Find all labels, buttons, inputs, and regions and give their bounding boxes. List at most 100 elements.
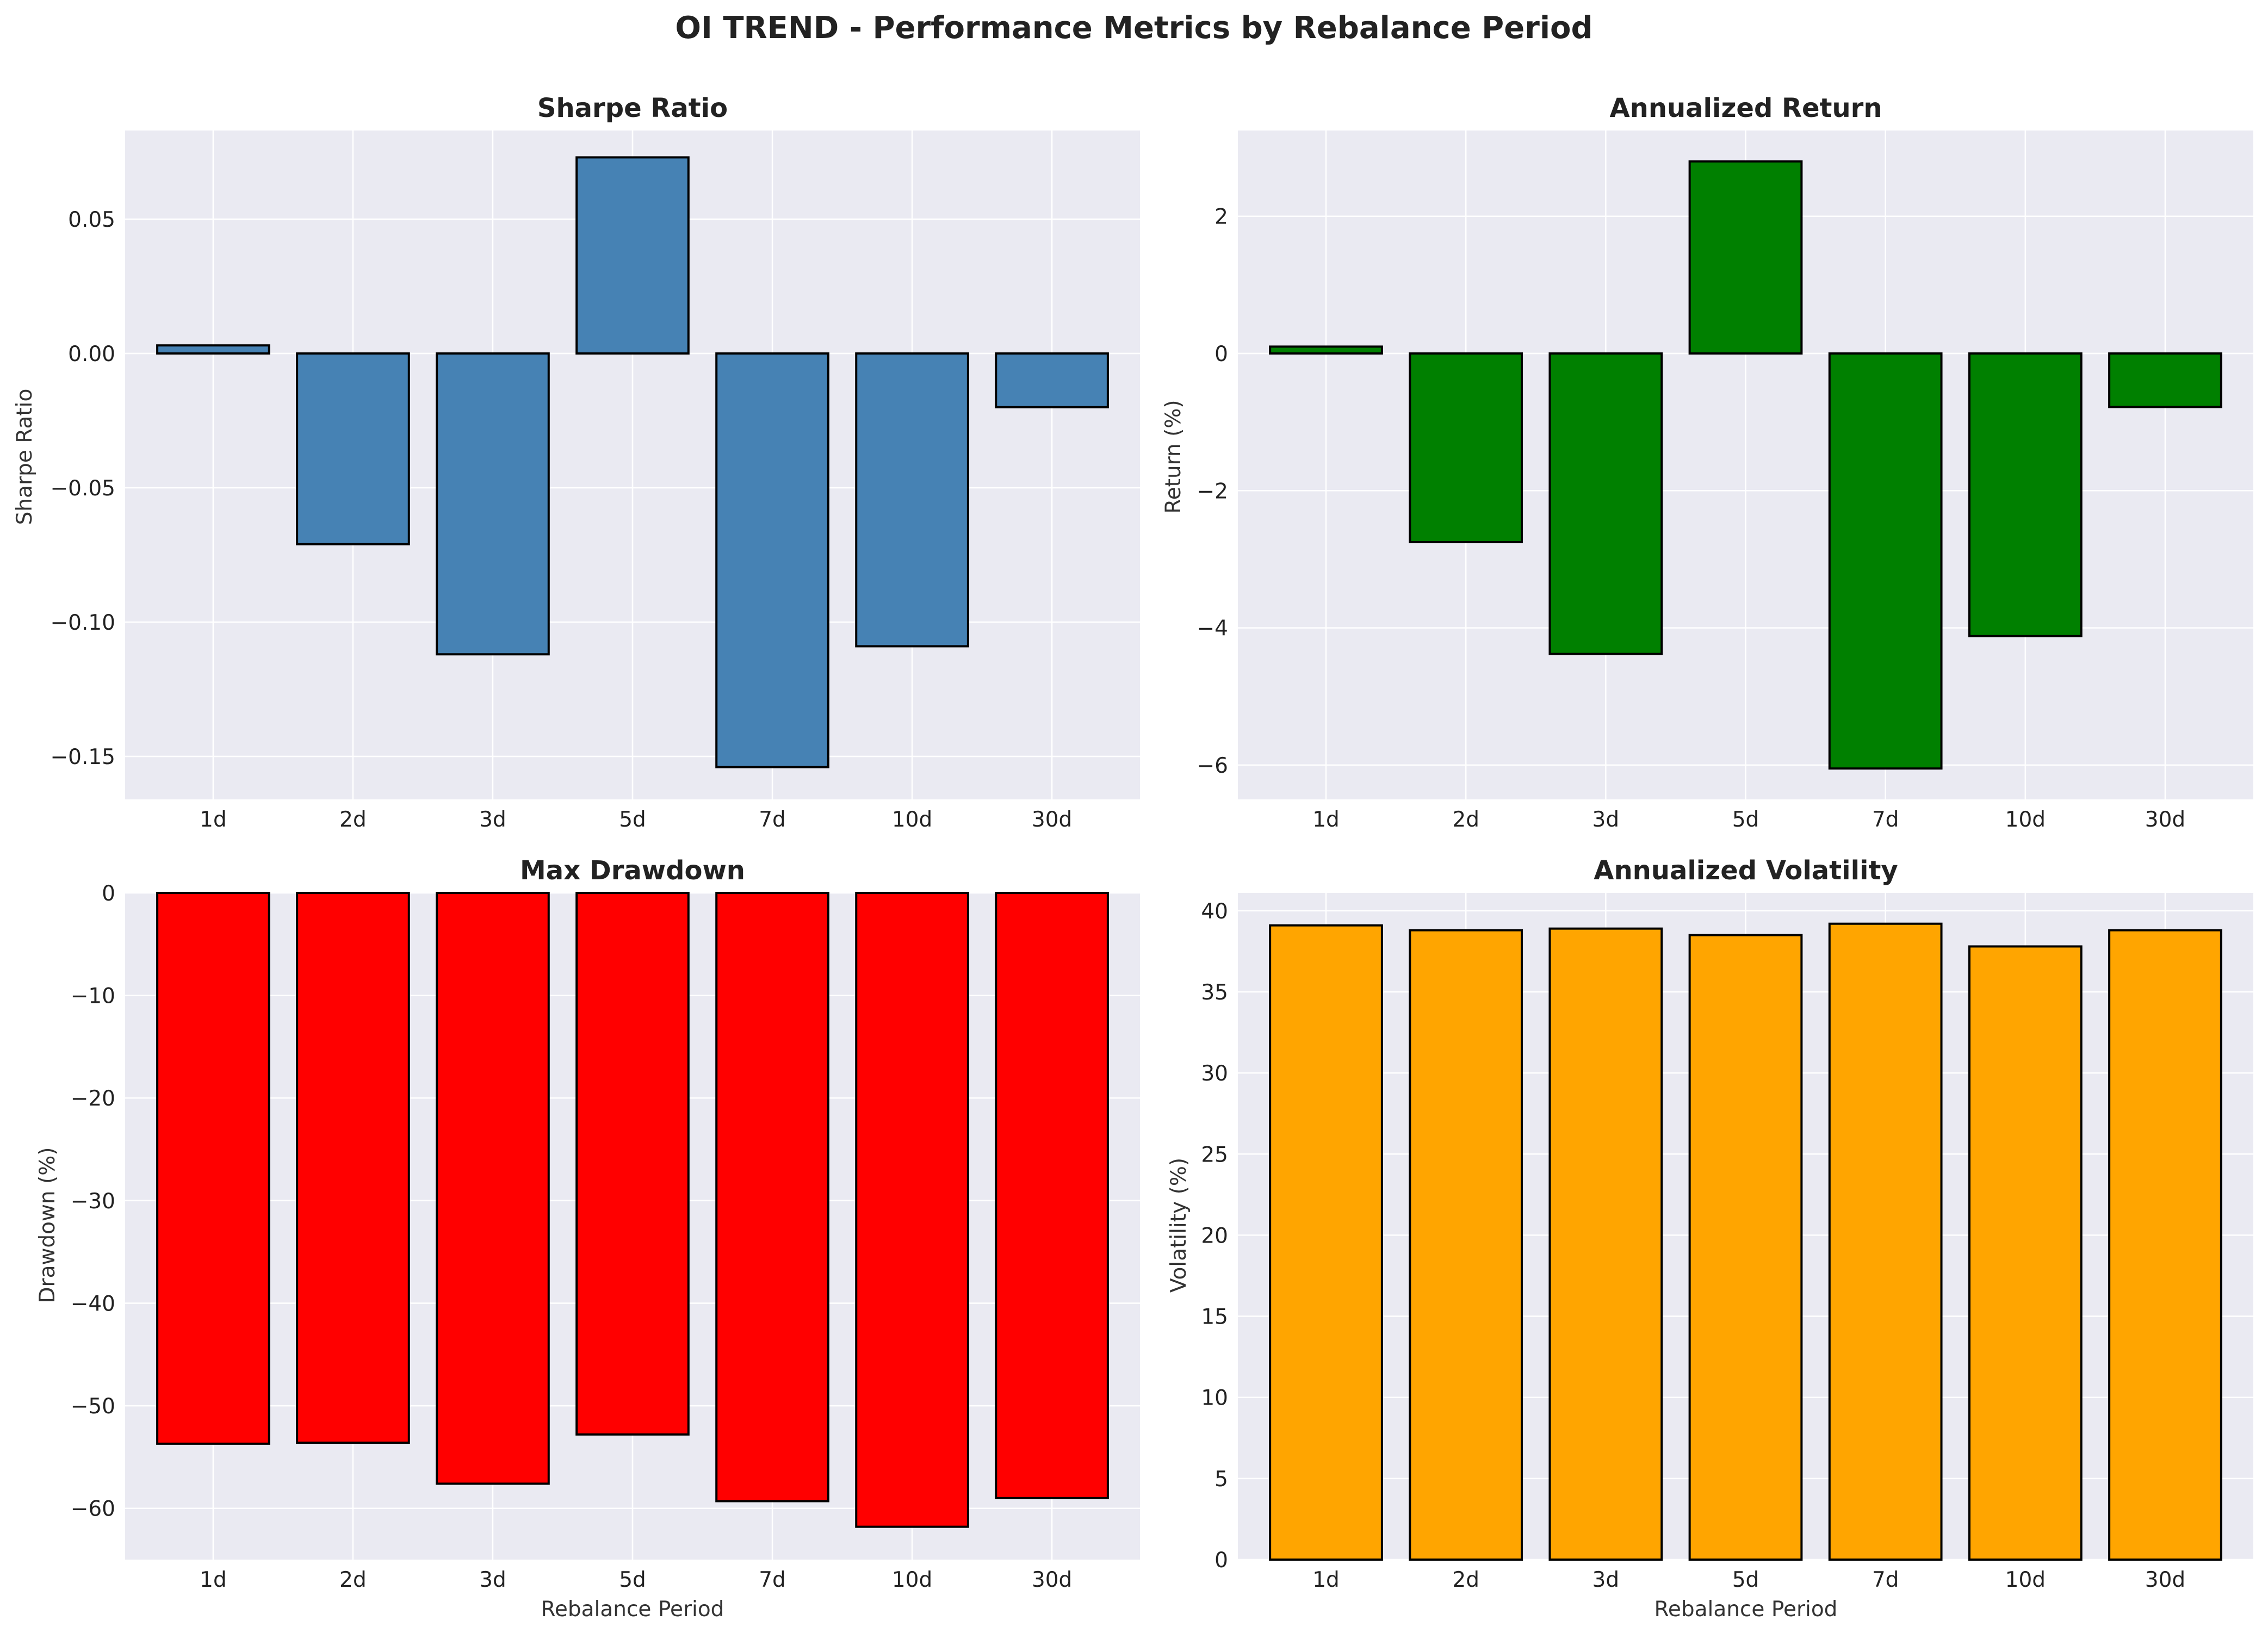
bar-5d [575, 892, 690, 1436]
plot-area: −6 −4 −2 0 2 1d 2d 3d 5d 7d 10d 30d [1197, 131, 2253, 832]
plot-area: 0 5 10 15 20 25 30 35 40 1d 2d 3d 5d 7d 10d 30d [1201, 893, 2253, 1592]
x-tick-label: 3d [1592, 808, 1620, 832]
bar-7d [715, 892, 829, 1503]
bar-7d [1828, 922, 1943, 1561]
x-tick-label: 30d [1032, 808, 1072, 832]
x-tick-label: 30d [2145, 808, 2185, 832]
bar-5d [575, 156, 690, 355]
y-tick-label: 30 [1201, 1061, 1228, 1086]
bar-30d [2108, 352, 2222, 408]
plot-area: −60 −50 −40 −30 −20 −10 0 1d 2d 3d 5d 7d 10d 30d [71, 881, 1140, 1592]
x-tick-label: 3d [479, 1568, 506, 1592]
x-axis-label: Rebalance Period [1654, 1597, 1838, 1622]
bar-30d [2108, 929, 2222, 1561]
x-tick-label: 1d [200, 1568, 227, 1592]
y-tick-label: −0.10 [50, 611, 115, 635]
y-tick-label: 5 [1214, 1467, 1228, 1492]
bar-3d [1548, 927, 1663, 1561]
y-tick-label: −30 [71, 1189, 115, 1214]
x-tick-label: 1d [200, 808, 227, 832]
bar-2d [1409, 929, 1523, 1561]
y-tick-label: −4 [1197, 617, 1229, 641]
y-tick-label: −50 [71, 1394, 115, 1419]
x-tick-label: 2d [1452, 808, 1479, 832]
x-tick-label: 2d [339, 808, 367, 832]
y-axis-label: Return (%) [1161, 400, 1186, 513]
x-tick-label: 3d [1592, 1568, 1620, 1592]
y-tick-label: 0 [1214, 342, 1228, 367]
x-tick-label: 2d [339, 1568, 367, 1592]
y-tick-label: 0 [1214, 1548, 1228, 1573]
y-tick-label: 2 [1214, 205, 1228, 229]
x-tick-label: 1d [1312, 1568, 1340, 1592]
plot-area: −0.15 −0.10 −0.05 0.00 0.05 1d 2d 3d 5d 7d 10d 30d [50, 131, 1140, 832]
x-tick-label: 30d [1032, 1568, 1072, 1592]
subplot-title: Annualized Return [1610, 93, 1882, 123]
subplot-max-drawdown: Max Drawdown Drawdown (%) Rebalance Peri… [35, 855, 1140, 1622]
x-tick-label: 2d [1452, 1568, 1479, 1592]
subplot-annualized-volatility: Annualized Volatility Volatility (%) Reb… [1167, 855, 2253, 1622]
bar-3d [1548, 352, 1663, 655]
y-tick-label: −2 [1197, 479, 1229, 504]
y-tick-label: 10 [1201, 1386, 1228, 1411]
x-tick-label: 7d [759, 808, 786, 832]
y-tick-label: 35 [1201, 980, 1228, 1005]
y-tick-label: 20 [1201, 1224, 1228, 1248]
y-tick-label: 0.00 [68, 342, 115, 367]
y-tick-label: 15 [1201, 1305, 1228, 1330]
y-tick-label: 25 [1201, 1143, 1228, 1167]
bar-30d [995, 352, 1109, 408]
x-tick-label: 1d [1312, 808, 1340, 832]
subplot-title: Max Drawdown [520, 855, 745, 886]
bar-10d [1968, 945, 2083, 1561]
y-tick-label: 40 [1201, 899, 1228, 924]
subplot-annualized-return: Annualized Return Return (%) −6 −4 −2 0 2 1d 2… [1161, 93, 2253, 832]
bar-10d [1968, 352, 2083, 637]
y-tick-label: −6 [1197, 754, 1229, 778]
bar-7d [1828, 352, 1943, 770]
bar-30d [995, 892, 1109, 1499]
bar-1d [1269, 924, 1383, 1561]
y-tick-label: −20 [71, 1087, 115, 1111]
x-tick-label: 5d [619, 1568, 646, 1592]
x-tick-label: 5d [619, 808, 646, 832]
y-tick-label: −40 [71, 1292, 115, 1316]
y-tick-label: −0.05 [50, 476, 115, 501]
bar-2d [296, 352, 410, 545]
bar-5d [1688, 160, 1803, 355]
bar-2d [296, 892, 410, 1444]
y-axis-label: Volatility (%) [1167, 1158, 1191, 1293]
y-tick-label: −10 [71, 984, 115, 1009]
y-tick-label: 0 [102, 881, 115, 906]
x-tick-label: 5d [1732, 1568, 1759, 1592]
x-tick-label: 5d [1732, 808, 1759, 832]
x-tick-label: 10d [2005, 808, 2046, 832]
bar-3d [436, 892, 550, 1485]
x-tick-label: 3d [479, 808, 506, 832]
x-tick-label: 30d [2145, 1568, 2185, 1592]
bar-1d [156, 344, 270, 355]
y-tick-label: 0.05 [68, 208, 115, 232]
bar-5d [1688, 934, 1803, 1561]
bar-2d [1409, 352, 1523, 543]
x-tick-label: 10d [892, 808, 932, 832]
bar-1d [1269, 345, 1383, 355]
x-tick-label: 7d [759, 1568, 786, 1592]
x-tick-label: 7d [1872, 1568, 1899, 1592]
subplot-sharpe-ratio: Sharpe Ratio Sharpe Ratio −0.15 −0.10 −0.0… [13, 93, 1140, 832]
bar-1d [156, 892, 270, 1445]
y-tick-label: −60 [71, 1497, 115, 1522]
x-tick-label: 10d [892, 1568, 932, 1592]
bar-7d [715, 352, 829, 768]
bar-10d [855, 892, 969, 1528]
x-axis-label: Rebalance Period [541, 1597, 724, 1622]
y-tick-label: −0.15 [50, 745, 115, 769]
figure-title: OI TREND - Performance Metrics by Rebala… [675, 10, 1592, 46]
y-axis-label: Sharpe Ratio [13, 389, 37, 525]
subplot-title: Annualized Volatility [1594, 855, 1898, 886]
x-tick-label: 7d [1872, 808, 1899, 832]
subplot-title: Sharpe Ratio [537, 93, 728, 123]
bar-10d [855, 352, 969, 648]
x-tick-label: 10d [2005, 1568, 2046, 1592]
